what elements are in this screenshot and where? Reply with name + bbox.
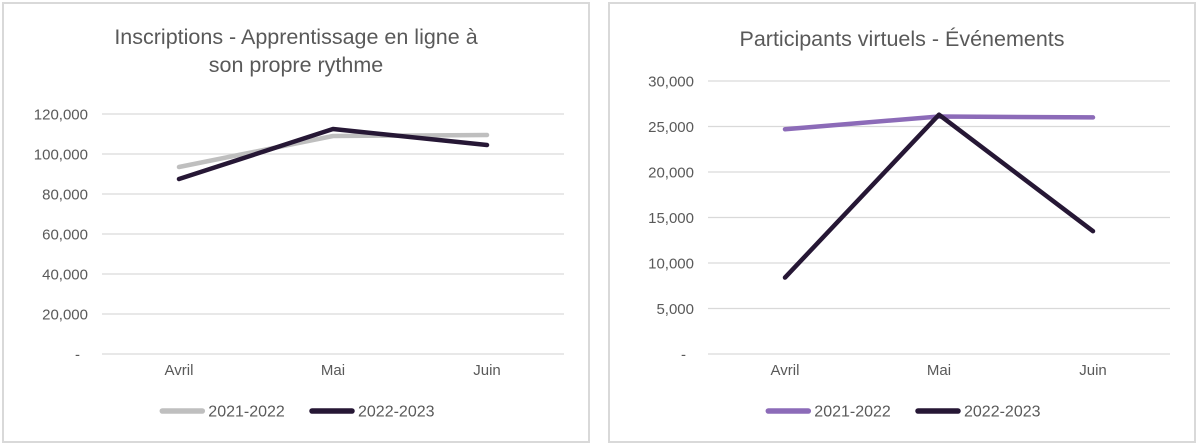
x-axis-label: Mai bbox=[321, 362, 345, 379]
series-line-2021-2022 bbox=[176, 132, 490, 170]
chart-canvas: Participants virtuels - Événements - 5,000… bbox=[648, 26, 1170, 421]
legend-label-2021-2022: 2021-2022 bbox=[814, 404, 891, 421]
y-axis-tick-label: 10,000 bbox=[648, 256, 694, 273]
y-axis-tick-label: 80,000 bbox=[42, 187, 88, 204]
x-axis-label: Avril bbox=[771, 362, 800, 379]
y-axis-tick-label: - bbox=[681, 347, 686, 364]
legend-label-2022-2023: 2022-2023 bbox=[358, 404, 435, 421]
y-axis-tick-label: 100,000 bbox=[34, 147, 88, 164]
y-axis-tick-label: 20,000 bbox=[42, 307, 88, 324]
y-axis-tick-label: 30,000 bbox=[648, 74, 694, 91]
chart-panel-participants-virtuels: Participants virtuels - Événements - 5,000… bbox=[608, 2, 1196, 443]
chart-title: son propre rythme bbox=[209, 53, 383, 77]
chart-panel-inscriptions: Inscriptions - Apprentissage en ligne à s… bbox=[2, 2, 590, 443]
y-axis-tick-label: 25,000 bbox=[648, 119, 694, 136]
chart-title: Participants virtuels - Événements bbox=[739, 26, 1064, 51]
y-axis-tick-label: 20,000 bbox=[648, 165, 694, 182]
x-axis-label: Avril bbox=[165, 362, 194, 379]
legend-label-2021-2022: 2021-2022 bbox=[208, 404, 285, 421]
x-axis-label: Juin bbox=[473, 362, 501, 379]
y-axis-tick-label: 120,000 bbox=[34, 107, 88, 124]
y-axis-tick-label: 40,000 bbox=[42, 267, 88, 284]
chart-title: Inscriptions - Apprentissage en ligne à bbox=[114, 25, 477, 49]
x-axis-label: Mai bbox=[927, 362, 951, 379]
y-axis-tick-label: 15,000 bbox=[648, 210, 694, 227]
series-line-2022-2023 bbox=[782, 112, 1096, 280]
series-line-2021-2022 bbox=[782, 114, 1096, 132]
x-axis-label: Juin bbox=[1079, 362, 1107, 379]
series-line-2022-2023 bbox=[176, 126, 490, 182]
y-axis-tick-label: 5,000 bbox=[656, 301, 694, 318]
chart-canvas: Inscriptions - Apprentissage en ligne à s… bbox=[34, 25, 564, 421]
legend-label-2022-2023: 2022-2023 bbox=[964, 404, 1041, 421]
y-axis-tick-label: - bbox=[75, 347, 80, 364]
y-axis-tick-label: 60,000 bbox=[42, 227, 88, 244]
